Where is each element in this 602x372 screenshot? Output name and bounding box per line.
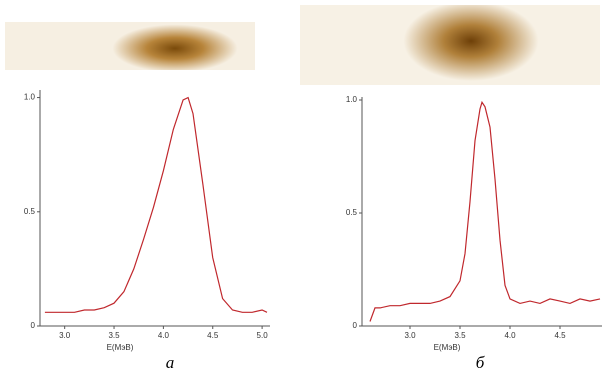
x-axis-label: E(МэВ) bbox=[107, 343, 134, 352]
x-tick-label: 4.5 bbox=[207, 331, 219, 340]
x-tick-label: 4.0 bbox=[504, 331, 516, 340]
x-tick-label: 3.5 bbox=[454, 331, 466, 340]
x-tick-label: 5.0 bbox=[257, 331, 269, 340]
panel-label: б bbox=[476, 353, 485, 372]
spot-image bbox=[5, 22, 255, 70]
x-tick-label: 4.5 bbox=[554, 331, 566, 340]
x-tick-label: 3.0 bbox=[59, 331, 71, 340]
panel-label: а bbox=[166, 353, 175, 372]
x-tick-label: 4.0 bbox=[158, 331, 170, 340]
data-line bbox=[370, 102, 600, 321]
data-line bbox=[45, 98, 267, 313]
x-tick-label: 3.0 bbox=[404, 331, 416, 340]
x-tick-label: 3.5 bbox=[108, 331, 120, 340]
spot-image bbox=[300, 5, 600, 85]
figure: 0 0.5 1.0 3.0 3.5 4.0 4.5 5.0 E(МэВ) а 0 0.5 1.0 3.0 3… bbox=[0, 0, 602, 372]
y-tick-label: 0 bbox=[353, 321, 358, 330]
y-tick-label: 0 bbox=[31, 321, 36, 330]
y-tick-label: 0.5 bbox=[346, 208, 358, 217]
y-tick-label: 1.0 bbox=[346, 95, 358, 104]
x-axis-label: E(МэВ) bbox=[434, 343, 461, 352]
y-tick-label: 1.0 bbox=[24, 93, 36, 102]
y-tick-label: 0.5 bbox=[24, 207, 36, 216]
